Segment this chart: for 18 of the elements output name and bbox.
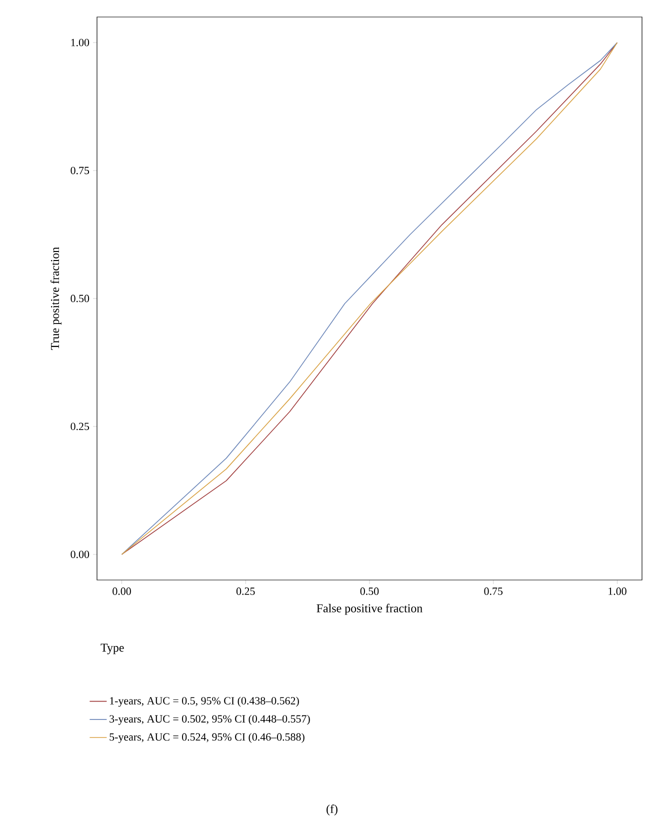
x-tick-label: 0.50 <box>360 588 379 595</box>
y-tick-label: 0.00 <box>70 550 90 558</box>
line-series <box>121 42 618 555</box>
legend-label: 5-years, AUC = 0.524, 95% CI (0.46–0.588) <box>110 732 304 743</box>
x-tick-label: 0.75 <box>484 588 503 595</box>
y-tick-label: 0.75 <box>70 166 90 174</box>
x-tick-label: 1.00 <box>608 588 626 595</box>
legend-label: 3-years, AUC = 0.502, 95% CI (0.448–0.557) <box>110 714 310 725</box>
y-tick-label: 0.25 <box>70 422 90 430</box>
text: (f) <box>326 804 338 816</box>
legend-title: Type <box>100 644 124 654</box>
x-axis-title: False positive fraction <box>316 604 422 615</box>
y-axis-title: True positive fraction <box>50 247 62 350</box>
legend-label: 1-years, AUC = 0.5, 95% CI (0.438–0.562) <box>110 696 299 707</box>
y-tick-label: 0.50 <box>70 294 90 302</box>
x-tick-label: 0.25 <box>236 588 255 595</box>
y-tick-label: 1.00 <box>71 38 90 46</box>
x-tick-label: 0.00 <box>112 588 131 595</box>
